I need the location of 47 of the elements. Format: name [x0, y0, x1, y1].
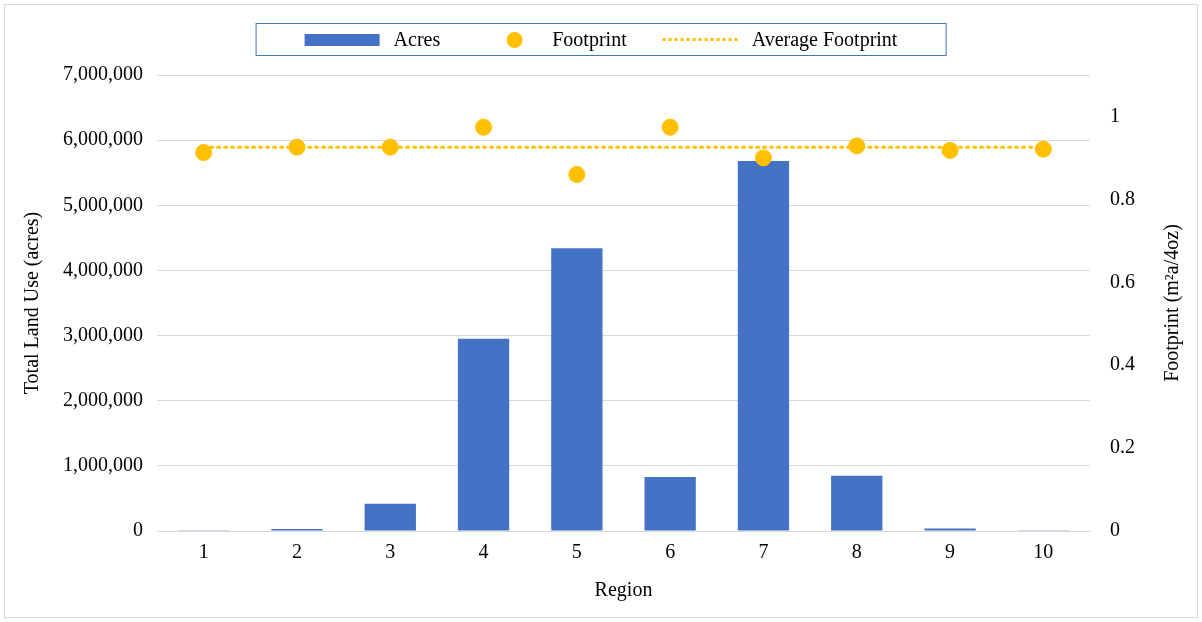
x-axis-title: Region [594, 578, 653, 602]
x-tick-label: 8 [851, 540, 862, 563]
x-tick-label: 3 [385, 540, 396, 563]
x-tick-label: 7 [758, 540, 769, 563]
point [1034, 140, 1052, 158]
point [661, 118, 679, 136]
legend-label: Footprint [552, 28, 627, 51]
y2-axis-title: Footprint (m²a/4oz) [1160, 224, 1184, 382]
y2-tick-label: 0.6 [1110, 269, 1135, 292]
y-tick-label: 0 [133, 518, 143, 541]
y-tick-label: 2,000,000 [63, 387, 143, 410]
legend-label: Acres [393, 28, 441, 51]
point [941, 141, 959, 159]
bar [457, 338, 510, 531]
y-tick-label: 3,000,000 [63, 322, 143, 345]
x-tick-label: 6 [665, 540, 676, 563]
x-tick-label: 10 [1033, 540, 1054, 563]
y-axis-title: Total Land Use (acres) [20, 211, 44, 395]
bar [551, 248, 603, 531]
y-tick-label: 6,000,000 [63, 127, 143, 150]
bar [644, 476, 696, 531]
y2-tick-label: 0 [1110, 518, 1120, 541]
point [381, 138, 399, 156]
x-tick-label: 4 [478, 540, 489, 563]
y-tick-label: 5,000,000 [63, 192, 143, 215]
y-tick-label: 7,000,000 [63, 62, 143, 85]
y-tick-label: 1,000,000 [63, 453, 143, 476]
y2-tick-label: 0.4 [1110, 352, 1135, 375]
y2-tick-label: 1 [1110, 103, 1120, 126]
x-tick-label: 9 [945, 540, 956, 563]
y2-tick-label: 0.2 [1110, 435, 1135, 458]
legend-label: Average Footprint [751, 28, 898, 51]
bar [924, 528, 976, 531]
bar [364, 503, 416, 531]
x-tick-label: 2 [291, 540, 302, 563]
point [195, 144, 213, 162]
bar [831, 475, 883, 531]
y2-tick-label: 0.8 [1110, 186, 1135, 209]
x-tick-label: 5 [571, 540, 582, 563]
point [475, 118, 493, 136]
bar [737, 160, 790, 531]
y-tick-label: 4,000,000 [63, 257, 143, 280]
point [568, 165, 586, 183]
point [288, 138, 306, 156]
point [848, 137, 866, 155]
x-tick-label: 1 [198, 540, 209, 563]
point [754, 149, 772, 167]
